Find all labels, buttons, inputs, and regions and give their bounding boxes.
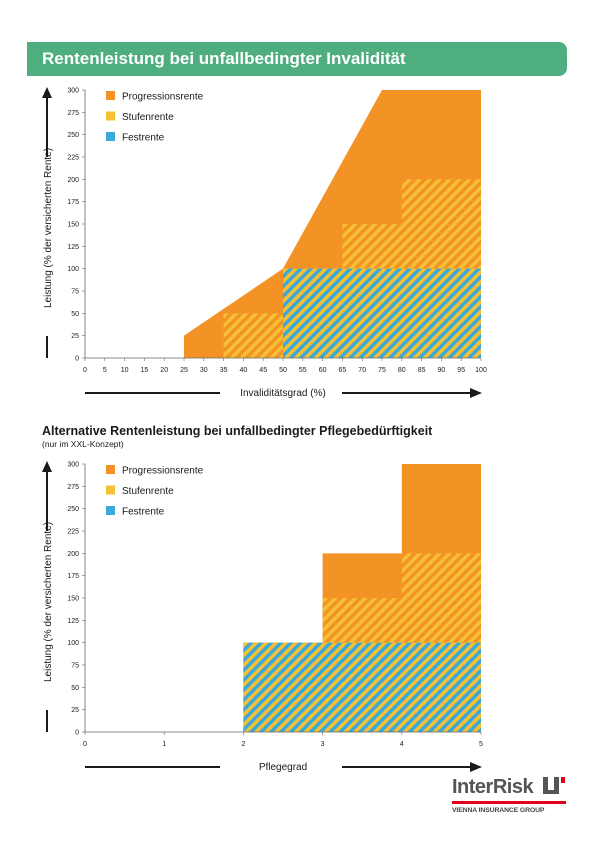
x-tick-label: 35 xyxy=(220,367,228,374)
x-tick-label: 80 xyxy=(398,367,406,374)
x-axis-label: Invaliditätsgrad (%) xyxy=(240,388,326,399)
x-axis-label: Pflegegrad xyxy=(259,762,307,773)
y-tick-label: 25 xyxy=(71,333,79,340)
x-tick-label: 40 xyxy=(240,367,248,374)
legend-stufenrente-label: Stufenrente xyxy=(122,486,174,497)
interrisk-logo: InterRisk VIENNA INSURANCE GROUP xyxy=(452,776,570,820)
y-tick-label: 200 xyxy=(67,177,79,184)
y-tick-label: 75 xyxy=(71,289,79,296)
legend-festrente-label: Festrente xyxy=(122,507,165,518)
y-tick-label: 75 xyxy=(71,663,79,670)
x-tick-label: 95 xyxy=(457,367,465,374)
y-tick-label: 175 xyxy=(67,199,79,206)
legend-festrente-swatch xyxy=(106,132,115,141)
y-tick-label: 100 xyxy=(67,640,79,647)
legend-stufenrente-swatch xyxy=(106,485,115,495)
x-tick-label: 70 xyxy=(358,367,366,374)
logo-group-text: VIENNA INSURANCE GROUP xyxy=(452,807,545,814)
y-tick-label: 150 xyxy=(67,596,79,603)
y-tick-label: 50 xyxy=(71,311,79,318)
x-tick-label: 75 xyxy=(378,367,386,374)
x-tick-label: 30 xyxy=(200,367,208,374)
y-tick-label: 175 xyxy=(67,573,79,580)
section2-title: Alternative Rentenleistung bei unfallbed… xyxy=(42,424,433,438)
x-tick-label: 85 xyxy=(418,367,426,374)
logo-wordmark: InterRisk xyxy=(452,776,534,798)
x-tick-label: 65 xyxy=(339,367,347,374)
legend-progressionsrente-swatch xyxy=(106,465,115,474)
x-tick-label: 5 xyxy=(103,367,107,374)
y-tick-label: 250 xyxy=(67,506,79,513)
y-tick-label: 200 xyxy=(67,551,79,558)
y-tick-label: 250 xyxy=(67,132,79,139)
legend-festrente-swatch xyxy=(106,506,115,515)
y-tick-label: 225 xyxy=(67,155,79,162)
y-tick-label: 150 xyxy=(67,222,79,229)
x-tick-label: 55 xyxy=(299,367,307,374)
y-tick-label: 275 xyxy=(67,110,79,117)
y-tick-label: 300 xyxy=(67,88,79,95)
x-tick-label: 20 xyxy=(160,367,168,374)
x-tick-label: 100 xyxy=(475,367,487,374)
y-tick-label: 275 xyxy=(67,484,79,491)
legend-festrente-label: Festrente xyxy=(122,133,165,144)
legend-stufenrente-swatch xyxy=(106,111,115,121)
y-tick-label: 225 xyxy=(67,529,79,536)
legend-progressionsrente-label: Progressionsrente xyxy=(122,92,204,103)
legend-progressionsrente-label: Progressionsrente xyxy=(122,466,204,477)
x-tick-label: 5 xyxy=(479,741,483,748)
x-axis-arrow-icon xyxy=(470,762,482,772)
title-banner: Rentenleistung bei unfallbedingter Inval… xyxy=(27,42,567,76)
x-tick-label: 1 xyxy=(162,741,166,748)
x-tick-label: 50 xyxy=(279,367,287,374)
x-tick-label: 0 xyxy=(83,741,87,748)
chart-invaliditaet: 0 25 50 75 100 125 150 175 200 225 250 275 300 0 5 10 15… xyxy=(42,87,487,399)
x-tick-label: 45 xyxy=(259,367,267,374)
y-axis-label: Leistung (% der versicherten Rente) xyxy=(43,148,54,308)
x-tick-label: 25 xyxy=(180,367,188,374)
y-tick-label: 100 xyxy=(67,266,79,273)
x-tick-label: 60 xyxy=(319,367,327,374)
x-tick-label: 3 xyxy=(321,741,325,748)
page-title: Rentenleistung bei unfallbedingter Inval… xyxy=(42,49,406,68)
y-tick-label: 0 xyxy=(75,730,79,737)
area-festrente xyxy=(283,268,481,358)
x-tick-label: 4 xyxy=(400,741,404,748)
y-axis-label: Leistung (% der versicherten Rente) xyxy=(43,522,54,682)
area-festrente xyxy=(243,642,481,732)
logo-mark-icon xyxy=(543,777,565,794)
legend-stufenrente-label: Stufenrente xyxy=(122,112,174,123)
legend-progressionsrente-swatch xyxy=(106,91,115,100)
x-axis-arrow-icon xyxy=(470,388,482,398)
section2-subtitle: (nur im XXL-Konzept) xyxy=(42,439,124,449)
y-tick-label: 50 xyxy=(71,685,79,692)
y-tick-label: 0 xyxy=(75,356,79,363)
y-tick-label: 125 xyxy=(67,244,79,251)
x-tick-label: 90 xyxy=(438,367,446,374)
x-tick-label: 0 xyxy=(83,367,87,374)
x-tick-label: 10 xyxy=(121,367,129,374)
y-tick-label: 25 xyxy=(71,707,79,714)
y-axis-arrow-icon xyxy=(42,87,52,98)
y-tick-label: 125 xyxy=(67,618,79,625)
chart-pflegegrad: 0 25 50 75 100 125 150 175 200 225 250 275 300 0 1 2 3 4 5… xyxy=(42,461,483,773)
x-tick-label: 2 xyxy=(241,741,245,748)
y-tick-label: 300 xyxy=(67,462,79,469)
y-axis-arrow-icon xyxy=(42,461,52,472)
logo-red-bar xyxy=(452,801,566,804)
x-tick-label: 15 xyxy=(141,367,149,374)
